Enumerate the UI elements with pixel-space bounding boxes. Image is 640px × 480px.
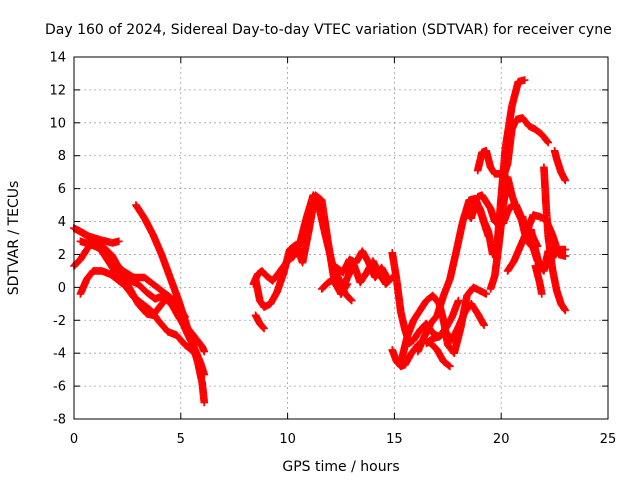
data-point xyxy=(445,361,453,370)
x-tick-label: 5 xyxy=(177,432,185,447)
series-sat-l xyxy=(332,247,392,283)
y-tick-label: 10 xyxy=(49,116,66,131)
x-tick-label: 25 xyxy=(600,432,617,447)
data-point xyxy=(346,295,355,304)
series-sat-r xyxy=(463,76,529,259)
data-point xyxy=(115,237,123,246)
y-tick-label: 2 xyxy=(58,248,66,263)
y-tick-label: -2 xyxy=(53,314,66,329)
chart-title: Day 160 of 2024, Sidereal Day-to-day VTE… xyxy=(45,22,612,38)
data-point xyxy=(260,324,268,333)
data-point xyxy=(259,323,268,332)
data-marks xyxy=(70,76,570,407)
series-sat-q xyxy=(422,300,488,348)
series-sat-p xyxy=(414,194,493,356)
series-sat-j xyxy=(251,311,268,333)
data-point xyxy=(543,137,552,146)
plot-frame xyxy=(73,56,609,420)
data-point xyxy=(537,290,546,298)
x-axis-title: GPS time / hours xyxy=(282,459,399,475)
data-point xyxy=(446,362,454,371)
data-point xyxy=(544,138,552,147)
series-sat-y xyxy=(540,163,570,315)
data-point xyxy=(561,245,570,254)
series-sat-z xyxy=(550,146,570,185)
y-tick-label: -8 xyxy=(53,413,66,428)
y-tick-label: 12 xyxy=(49,83,66,98)
y-tick-label: -6 xyxy=(53,380,66,395)
series-sat-f xyxy=(132,201,209,407)
series-sat-x xyxy=(531,262,546,298)
series-sat-o xyxy=(397,283,491,367)
x-tick-label: 15 xyxy=(386,432,403,447)
data-point xyxy=(480,321,488,330)
y-tick-label: 14 xyxy=(49,51,66,66)
series-sat-g xyxy=(179,319,209,356)
y-tick-label: 8 xyxy=(58,149,66,164)
y-tick-label: 0 xyxy=(58,281,66,296)
y-tick-label: -4 xyxy=(53,347,66,362)
data-point xyxy=(347,296,356,305)
data-point xyxy=(200,398,209,407)
data-point xyxy=(561,176,570,185)
series-sat-b xyxy=(70,237,206,374)
y-tick-label: 6 xyxy=(58,182,66,197)
data-point xyxy=(200,347,209,356)
series-sat-s xyxy=(473,114,552,181)
x-tick-label: 10 xyxy=(279,432,296,447)
axis-ticks: 0 5 10 15 20 25 -8 -6 -4 -2 0 2 4 6 8 10 12 14 xyxy=(49,51,616,448)
data-point xyxy=(561,306,570,315)
data-point xyxy=(561,252,570,260)
data-point xyxy=(454,296,463,305)
data-point xyxy=(520,76,529,84)
series-sat-i xyxy=(251,191,352,311)
y-axis-title: SDTVAR / TECUs xyxy=(6,181,22,296)
y-tick-label: 4 xyxy=(58,215,66,230)
x-tick-label: 0 xyxy=(70,432,78,447)
data-point xyxy=(384,275,392,283)
series-sat-v xyxy=(503,211,570,275)
x-tick-label: 20 xyxy=(493,432,510,447)
data-point xyxy=(482,290,491,298)
